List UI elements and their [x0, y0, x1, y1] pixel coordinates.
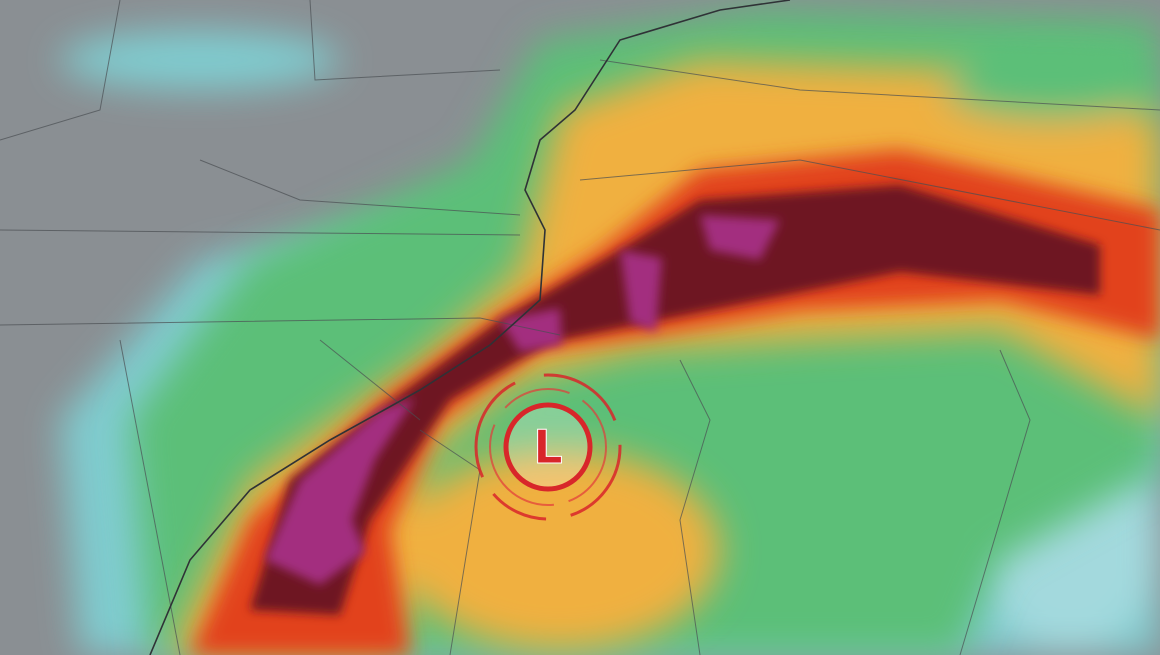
max-precip-layer	[265, 215, 780, 585]
low-pressure-symbol: L	[474, 373, 622, 521]
very-heavy-precip-layer	[190, 150, 1160, 655]
coastline	[149, 0, 791, 655]
low-pressure-label: L	[533, 420, 562, 474]
